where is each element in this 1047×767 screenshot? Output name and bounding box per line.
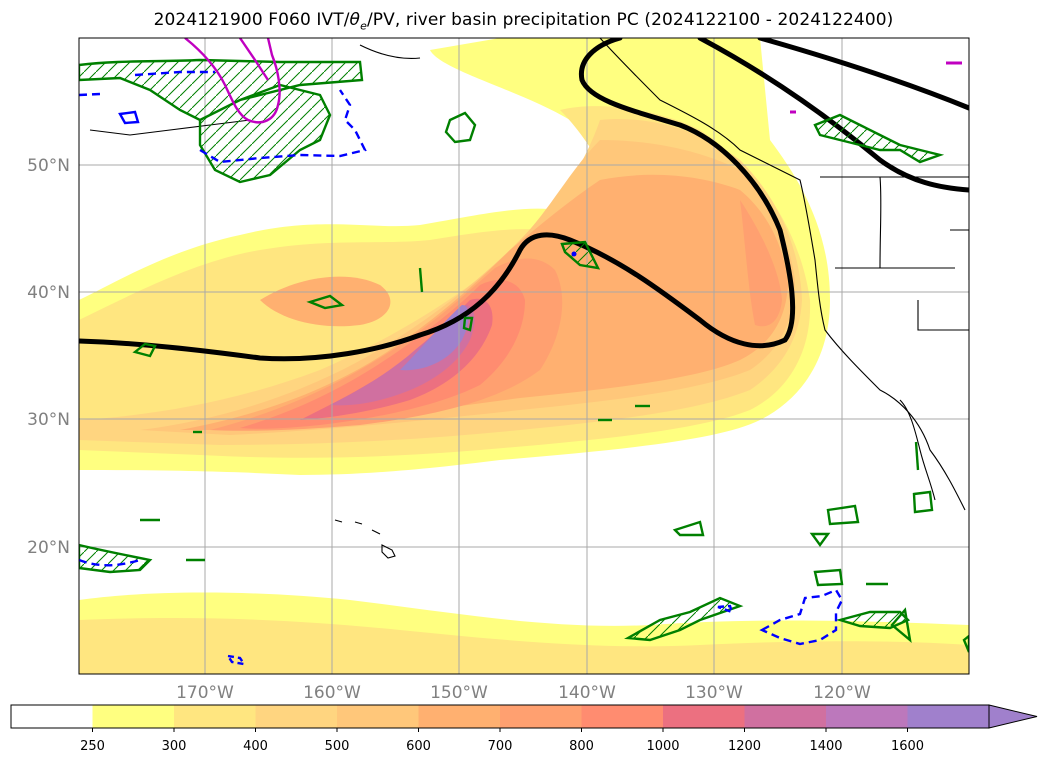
gridlines — [79, 38, 969, 674]
lat-label-50: 50°N — [27, 156, 70, 176]
colorbar-tick-label: 1400 — [809, 739, 842, 754]
colorbar-tick-label: 800 — [569, 739, 594, 754]
colorbar-tick-label: 1600 — [891, 739, 924, 754]
colorbar-tick-label: 1000 — [646, 739, 679, 754]
colorbar-segment — [92, 705, 175, 728]
colorbar-extend-arrow — [988, 704, 1038, 729]
colorbar-segment — [744, 705, 827, 728]
colorbar-segment — [826, 705, 908, 728]
coastlines — [89, 38, 969, 559]
lon-label-140w: 140°W — [558, 683, 616, 703]
map-frame — [78, 37, 970, 675]
lon-tick-labels: 170°W 160°W 150°W 140°W 130°W 120°W — [176, 683, 871, 703]
colorbar-tick-label: 1200 — [728, 739, 761, 754]
lon-label-130w: 130°W — [685, 683, 743, 703]
lon-label-170w: 170°W — [176, 683, 234, 703]
lat-label-30: 30°N — [27, 410, 70, 430]
lon-label-160w: 160°W — [303, 683, 361, 703]
colorbar-segment — [581, 705, 664, 728]
colorbar-segment — [174, 705, 256, 728]
colorbar-segment — [907, 705, 990, 728]
map-title: 2024121900 F060 IVT/θe/PV, river basin p… — [153, 10, 894, 33]
lon-label-120w: 120°W — [813, 683, 871, 703]
colorbar-segment — [418, 705, 501, 728]
ivt-filled-contours — [79, 38, 969, 674]
colorbar-tick-label: 500 — [325, 739, 350, 754]
map-layers — [79, 38, 969, 674]
lon-label-150w: 150°W — [430, 683, 488, 703]
colorbar-tick-label: 250 — [80, 739, 105, 754]
colorbar-segment — [337, 705, 419, 728]
pv-contours — [79, 38, 969, 666]
colorbar-segment — [255, 705, 338, 728]
colorbar-segment — [500, 705, 582, 728]
lat-label-20: 20°N — [27, 538, 70, 558]
colorbar: 250 300 400 500 600 700 800 1000 1200 1400 1600 — [10, 704, 1038, 754]
colorbar-segment — [663, 705, 745, 728]
colorbar-tick-label: 400 — [243, 739, 268, 754]
lat-tick-labels: 50°N 40°N 30°N 20°N — [27, 156, 70, 558]
lat-label-40: 40°N — [27, 283, 70, 303]
colorbar-tick-label: 600 — [406, 739, 431, 754]
colorbar-tick-label: 700 — [488, 739, 513, 754]
colorbar-segment — [11, 705, 93, 728]
colorbar-tick-label: 300 — [162, 739, 187, 754]
